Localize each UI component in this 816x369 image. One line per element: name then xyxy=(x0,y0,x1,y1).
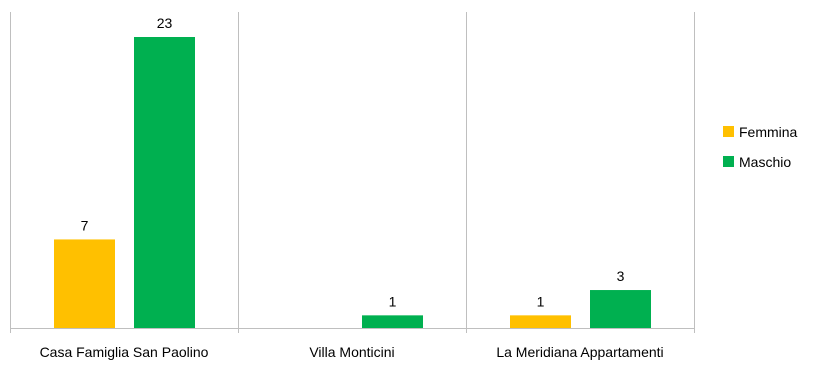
data-label: 1 xyxy=(537,293,545,309)
legend-swatch-femmina xyxy=(723,126,734,137)
data-label: 7 xyxy=(81,217,89,233)
bar-maschio xyxy=(590,290,651,328)
legend-label-femmina: Femmina xyxy=(739,124,798,140)
chart-bars xyxy=(54,37,651,328)
bar-femmina xyxy=(54,239,115,328)
chart-legend: Femmina Maschio xyxy=(723,124,798,170)
data-label: 3 xyxy=(617,268,625,284)
chart-axes xyxy=(10,12,695,333)
legend-label-maschio: Maschio xyxy=(739,154,791,170)
bar-maschio xyxy=(134,37,195,328)
legend-swatch-maschio xyxy=(723,156,734,167)
data-label: 1 xyxy=(389,293,397,309)
bar-maschio xyxy=(362,315,423,328)
category-label: La Meridiana Appartamenti xyxy=(496,344,663,360)
category-label: Villa Monticini xyxy=(309,344,394,360)
data-label: 23 xyxy=(157,15,173,31)
chart-data-labels: 7 1 23 1 3 xyxy=(81,15,625,309)
bar-femmina xyxy=(510,315,571,328)
chart-category-labels: Casa Famiglia San Paolino Villa Monticini… xyxy=(40,344,664,360)
category-label: Casa Famiglia San Paolino xyxy=(40,344,209,360)
